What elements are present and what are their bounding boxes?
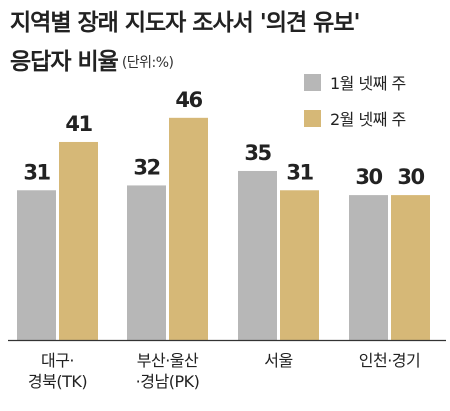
data-label-2-1: 41 xyxy=(65,112,92,136)
legend-swatch-series2 xyxy=(304,109,321,127)
data-label-1-2: 32 xyxy=(133,155,159,179)
bar-2-2 xyxy=(169,117,208,340)
category-label-4-1: 인천·경기 xyxy=(359,351,420,370)
legend: 1월 넷째 주 2월 넷째 주 xyxy=(304,70,406,130)
data-label-1-3: 35 xyxy=(244,141,271,165)
data-label-1-1: 31 xyxy=(23,160,50,184)
chart-title-line1: 지역별 장래 지도자 조사서 '의견 유보' xyxy=(10,10,361,36)
legend-label-series2: 2월 넷째 주 xyxy=(330,110,406,129)
category-label-2-2: ·경남(PK) xyxy=(136,372,200,391)
data-label-2-4: 30 xyxy=(397,165,424,189)
unit-label: (단위:%) xyxy=(121,55,174,71)
category-label-1-2: 경북(TK) xyxy=(28,372,87,391)
bar-1-4 xyxy=(349,195,388,340)
bar-2-3 xyxy=(280,190,319,340)
bar-1-3 xyxy=(238,170,277,340)
bar-1-1 xyxy=(17,190,56,340)
category-label-1-1: 대구· xyxy=(41,351,74,370)
data-label-2-3: 31 xyxy=(286,160,313,184)
chart-title-text: 응답자 비율 xyxy=(10,49,119,75)
chart-title-line2: 응답자 비율 (단위:%) xyxy=(10,47,174,78)
legend-item-series1: 1월 넷째 주 xyxy=(304,70,406,94)
legend-item-series2: 2월 넷째 주 xyxy=(304,106,406,130)
legend-swatch-series1 xyxy=(304,73,321,91)
data-label-1-4: 30 xyxy=(355,165,382,189)
bar-2-1 xyxy=(59,141,98,340)
data-label-2-2: 46 xyxy=(175,88,202,112)
bar-2-4 xyxy=(391,195,430,340)
bar-1-2 xyxy=(127,185,166,340)
category-label-2-1: 부산·울산 xyxy=(137,351,199,370)
legend-label-series1: 1월 넷째 주 xyxy=(330,74,406,93)
category-label-3-1: 서울 xyxy=(264,351,292,370)
